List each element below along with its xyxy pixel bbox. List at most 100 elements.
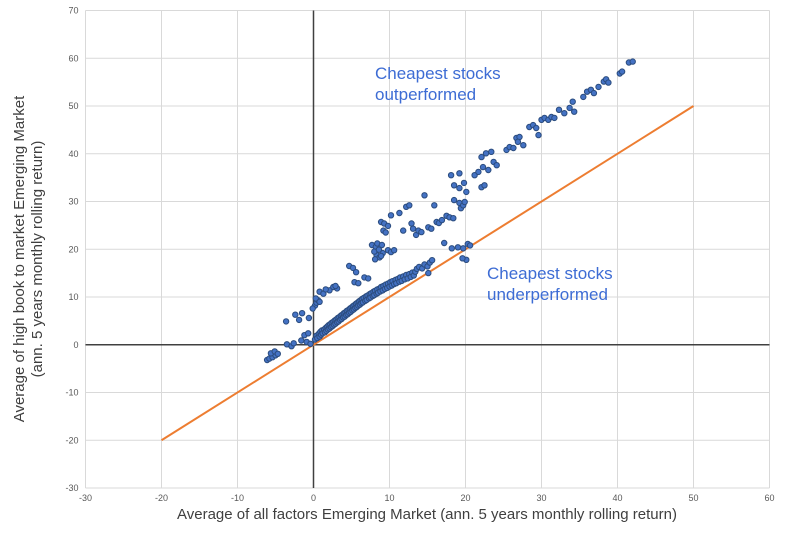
scatter-point	[418, 228, 425, 236]
scatter-point	[456, 184, 463, 192]
scatter-point	[448, 245, 455, 252]
scatter-point	[438, 216, 446, 224]
scatter-point	[450, 182, 458, 189]
scatter-point	[290, 340, 297, 347]
scatter-points	[263, 58, 636, 364]
scatter-point	[332, 282, 339, 290]
y-axis-tick-labels: -30 -20 -10 0 10 20 30 40 50 60 70	[65, 6, 78, 494]
scatter-point	[408, 220, 415, 227]
scatter-point	[479, 163, 487, 171]
scatter-point	[460, 179, 468, 187]
scatter-point	[305, 330, 312, 337]
scatter-point	[292, 311, 299, 318]
scatter-point	[307, 340, 314, 347]
scatter-point	[595, 83, 602, 91]
x-tick-label: 30	[536, 493, 546, 503]
scatter-point	[551, 114, 558, 122]
x-tick-label: 60	[764, 493, 774, 503]
annotation-underperformed-line2: underperformed	[487, 285, 608, 304]
scatter-point	[382, 229, 389, 236]
scatter-point	[450, 215, 457, 222]
y-tick-label: 0	[73, 340, 78, 350]
scatter-point	[428, 257, 436, 264]
x-axis-tick-labels: -30 -20 -10 0 10 20 30 40 50 60	[79, 493, 775, 503]
y-axis-title-line1: Average of high book to market Emerging …	[11, 95, 28, 423]
x-tick-label: 40	[612, 493, 622, 503]
annotation-underperformed: Cheapest stocks underperformed	[487, 263, 613, 305]
y-tick-label: -20	[65, 435, 78, 445]
scatter-point	[355, 280, 362, 287]
scatter-point	[555, 106, 563, 114]
scatter-point	[447, 172, 455, 179]
scatter-point	[590, 89, 598, 97]
scatter-point	[488, 148, 495, 156]
scatter-point	[396, 209, 403, 217]
scatter-point	[421, 192, 428, 199]
x-tick-label: 10	[384, 493, 394, 503]
y-tick-label: -30	[65, 483, 78, 493]
scatter-point	[378, 241, 386, 249]
scatter-point	[461, 198, 468, 206]
y-tick-label: 30	[68, 197, 78, 207]
x-tick-label: 0	[311, 493, 316, 503]
scatter-point	[371, 256, 379, 263]
scatter-point	[450, 196, 458, 204]
scatter-point	[387, 212, 395, 219]
scatter-point	[485, 166, 492, 174]
scatter-point	[274, 350, 281, 357]
scatter-point	[431, 202, 438, 209]
y-tick-label: 70	[68, 6, 78, 16]
scatter-point	[365, 275, 372, 282]
annotation-outperformed: Cheapest stocks outperformed	[375, 63, 501, 105]
annotation-outperformed-line1: Cheapest stocks	[375, 64, 501, 83]
scatter-point	[459, 255, 466, 262]
scatter-point	[375, 246, 383, 253]
scatter-point	[481, 182, 488, 189]
scatter-point	[322, 286, 329, 293]
scatter-point	[533, 124, 540, 132]
scatter-point	[580, 93, 587, 101]
y-tick-label: 50	[68, 101, 78, 111]
scatter-point	[478, 153, 485, 161]
y-tick-label: 20	[68, 244, 78, 254]
scatter-point	[629, 58, 636, 65]
scatter-point	[309, 305, 316, 312]
scatter-point	[428, 225, 435, 232]
scatter-point	[390, 247, 398, 254]
scatter-point	[535, 131, 542, 139]
y-tick-label: 40	[68, 149, 78, 159]
scatter-point	[475, 168, 482, 176]
scatter-point	[349, 264, 357, 272]
scatter-point	[463, 188, 470, 196]
scatter-point	[466, 242, 474, 249]
scatter-point	[298, 310, 306, 317]
annotation-underperformed-line1: Cheapest stocks	[487, 264, 613, 283]
scatter-point	[377, 252, 385, 260]
x-axis-title: Average of all factors Emerging Market (…	[177, 506, 677, 523]
scatter-point	[441, 239, 448, 247]
y-axis-title: Average of high book to market Emerging …	[11, 14, 47, 504]
scatter-point	[493, 162, 500, 169]
scatter-point	[571, 108, 578, 115]
x-tick-label: -20	[155, 493, 168, 503]
y-tick-label: 10	[68, 292, 78, 302]
x-tick-label: -30	[79, 493, 92, 503]
scatter-point	[298, 337, 305, 344]
scatter-point	[561, 110, 568, 117]
scatter-point	[425, 269, 432, 277]
scatter-point	[406, 202, 413, 209]
scatter-point	[566, 104, 573, 112]
scatter-point	[456, 170, 463, 177]
scatter-point	[282, 318, 290, 325]
x-tick-label: -10	[231, 493, 244, 503]
y-tick-label: 60	[68, 53, 78, 63]
scatter-point	[520, 142, 527, 149]
scatter-point	[514, 138, 522, 146]
scatter-point	[400, 227, 407, 234]
scatter-point	[618, 68, 626, 75]
x-tick-label: 50	[688, 493, 698, 503]
scatter-point	[482, 150, 490, 157]
scatter-point	[316, 298, 323, 305]
